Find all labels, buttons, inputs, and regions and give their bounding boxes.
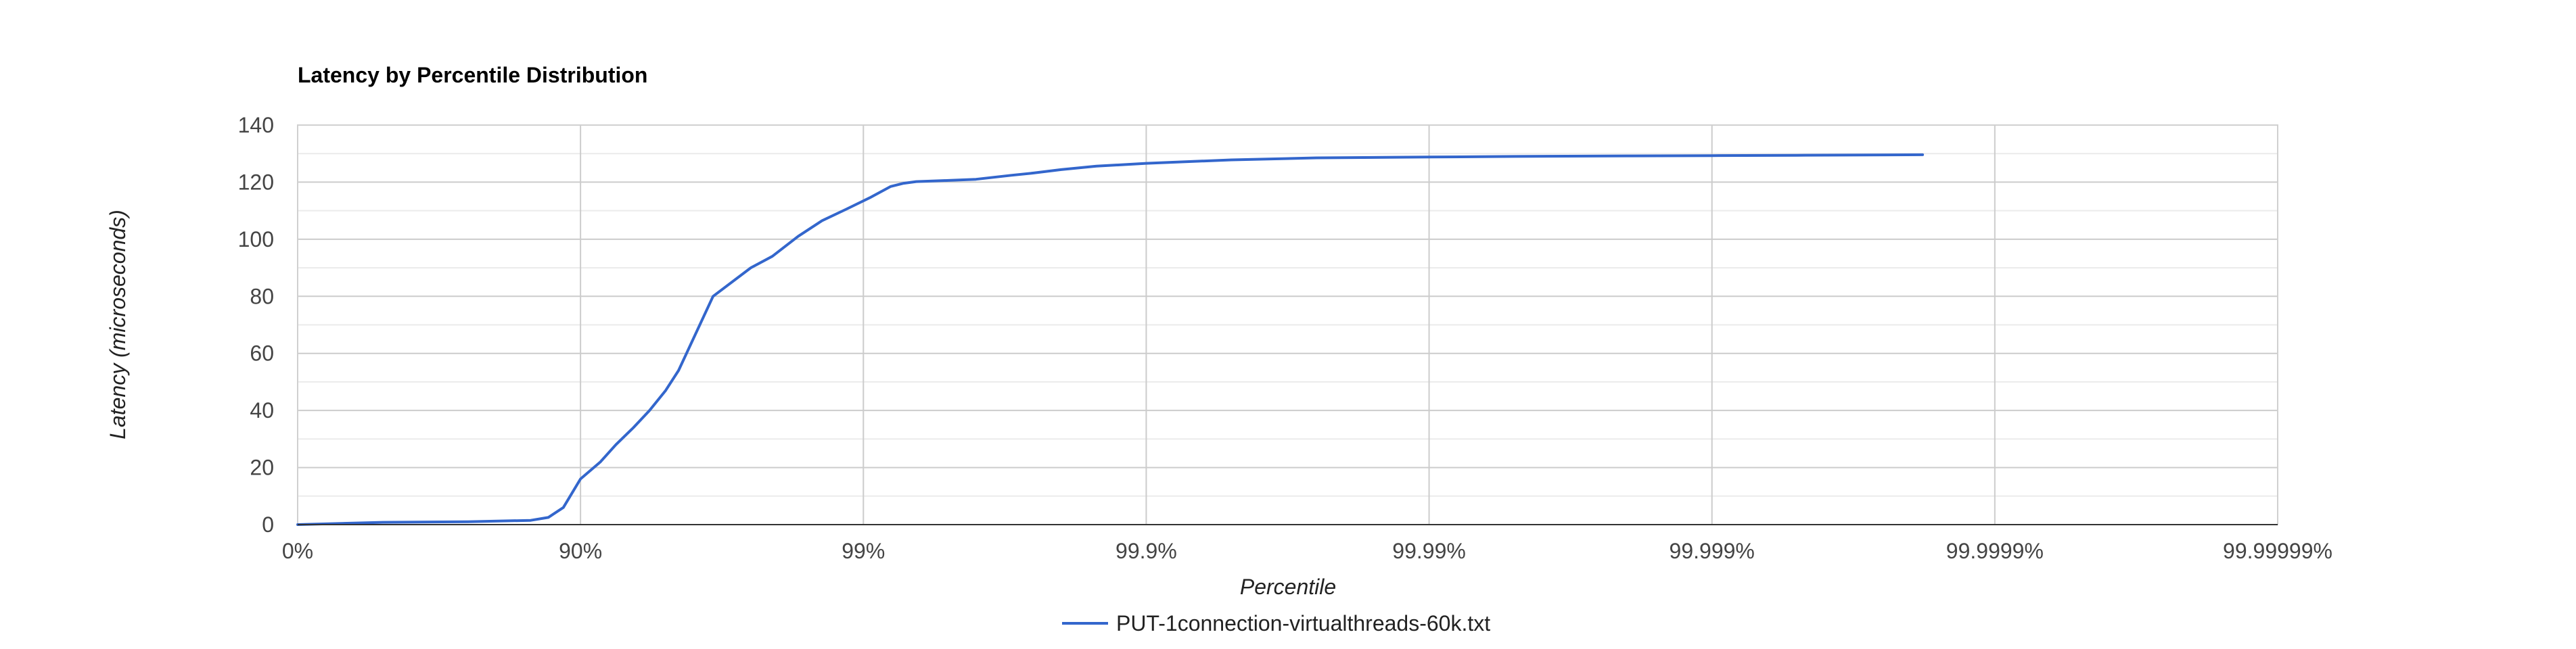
y-tick-label: 0 (262, 512, 274, 537)
x-tick-label: 99.9999% (1946, 539, 2044, 563)
series-line (296, 153, 1925, 526)
x-tick-label: 99% (842, 539, 885, 563)
x-tick-label: 99.999% (1670, 539, 1755, 563)
x-axis-label: Percentile (1240, 575, 1336, 599)
x-tick-label: 90% (559, 539, 602, 563)
y-tick-label: 60 (250, 341, 274, 366)
y-tick-label: 140 (238, 113, 274, 137)
x-axis-ticks: 0% 90% 99% 99.9% 99.99% 99.999% 99.9999% 99.999… (282, 539, 2332, 563)
y-tick-label: 80 (250, 284, 274, 308)
y-axis-ticks: 0 20 40 60 80 100 120 140 (238, 113, 274, 537)
legend-label: PUT-1connection-virtualthreads-60k.txt (1116, 611, 1490, 635)
y-tick-label: 120 (238, 170, 274, 194)
legend: PUT-1connection-virtualthreads-60k.txt (1062, 611, 1490, 635)
x-tick-label: 0% (282, 539, 313, 563)
x-tick-label: 99.99% (1392, 539, 1466, 563)
x-tick-label: 99.9% (1116, 539, 1177, 563)
x-gridlines (580, 125, 1996, 525)
x-tick-label: 99.99999% (2223, 539, 2332, 563)
y-axis-label: Latency (microseconds) (106, 210, 130, 439)
y-tick-label: 100 (238, 227, 274, 251)
y-tick-label: 20 (250, 456, 274, 480)
chart-title: Latency by Percentile Distribution (298, 63, 647, 87)
y-tick-label: 40 (250, 398, 274, 423)
minor-gridlines (298, 153, 2278, 497)
